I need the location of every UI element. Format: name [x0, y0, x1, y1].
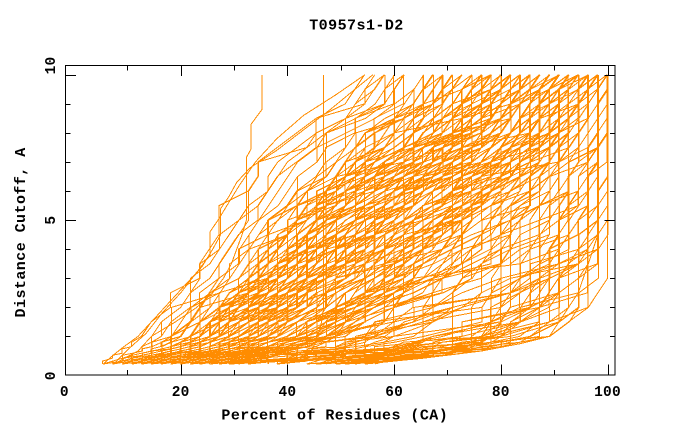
- svg-text:Percent of Residues (CA): Percent of Residues (CA): [221, 408, 448, 425]
- svg-text:Distance Cutoff, A: Distance Cutoff, A: [13, 147, 30, 317]
- svg-text:60: 60: [385, 385, 403, 401]
- svg-text:40: 40: [278, 385, 296, 401]
- svg-text:100: 100: [594, 385, 621, 401]
- svg-text:5: 5: [44, 216, 60, 225]
- svg-text:T0957s1-D2: T0957s1-D2: [309, 18, 404, 35]
- svg-text:0: 0: [44, 371, 60, 380]
- svg-text:0: 0: [60, 385, 69, 401]
- svg-text:80: 80: [492, 385, 510, 401]
- svg-text:20: 20: [172, 385, 190, 401]
- svg-text:10: 10: [44, 57, 60, 75]
